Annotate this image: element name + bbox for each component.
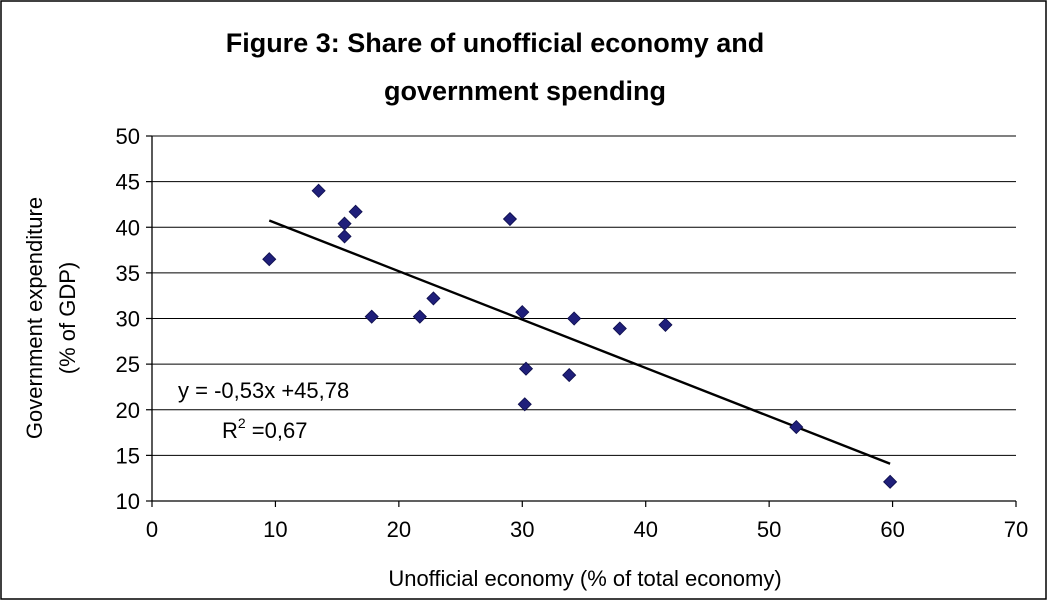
y-tick-label-45: 45 (116, 170, 140, 195)
r-squared-superscript: 2 (238, 415, 246, 431)
r-squared-value: =0,67 (246, 418, 308, 443)
data-point-6 (364, 309, 379, 324)
x-tick-label-10: 10 (263, 517, 287, 542)
data-point-15 (612, 321, 627, 336)
x-tick-label-50: 50 (757, 517, 781, 542)
data-point-17 (789, 420, 804, 435)
x-tick-label-70: 70 (1004, 517, 1028, 542)
y-tick-label-25: 25 (116, 352, 140, 377)
data-point-13 (562, 368, 577, 383)
r-squared-label: R2 =0,67 (222, 415, 307, 443)
y-tick-label-35: 35 (116, 261, 140, 286)
data-point-2 (311, 183, 326, 198)
x-axis-label: Unofficial economy (% of total economy) (388, 566, 781, 591)
y-tick-label-10: 10 (116, 489, 140, 514)
x-tick-label-40: 40 (633, 517, 657, 542)
data-point-11 (517, 397, 532, 412)
y-axis-label-line-2: (% of GDP) (55, 262, 80, 374)
data-point-1 (262, 252, 277, 267)
data-point-18 (883, 474, 898, 489)
data-point-14 (567, 311, 582, 326)
y-tick-label-20: 20 (116, 398, 140, 423)
data-point-7 (412, 309, 427, 324)
r-squared-prefix: R (222, 418, 238, 443)
y-tick-label-50: 50 (116, 124, 140, 149)
x-tick-label-30: 30 (510, 517, 534, 542)
data-point-5 (348, 204, 363, 219)
data-points (262, 183, 898, 489)
y-tick-labels: 10 15 20 25 30 35 40 45 50 (116, 124, 140, 514)
chart-title-line-1: Figure 3: Share of unofficial economy an… (226, 28, 765, 58)
data-point-4 (337, 229, 352, 244)
axes (146, 135, 1017, 507)
x-tick-label-60: 60 (880, 517, 904, 542)
regression-equation: y = -0,53x +45,78 (178, 378, 349, 403)
data-point-8 (426, 291, 441, 306)
trendline-group (268, 219, 891, 465)
trendline (268, 219, 891, 465)
y-tick-label-30: 30 (116, 307, 140, 332)
y-tick-label-40: 40 (116, 215, 140, 240)
x-tick-label-20: 20 (387, 517, 411, 542)
data-point-16 (658, 317, 673, 332)
x-tick-labels: 0 10 20 30 40 50 60 70 (146, 517, 1028, 542)
y-axis-label-line-1: Government expenditure (22, 197, 47, 439)
y-axis-label: Government expenditure (% of GDP) (22, 197, 80, 439)
x-tick-label-0: 0 (146, 517, 158, 542)
data-point-12 (518, 361, 534, 376)
data-point-10 (515, 305, 530, 320)
y-tick-label-15: 15 (116, 443, 140, 468)
chart-title-line-2: government spending (384, 76, 666, 106)
data-point-9 (502, 211, 518, 227)
